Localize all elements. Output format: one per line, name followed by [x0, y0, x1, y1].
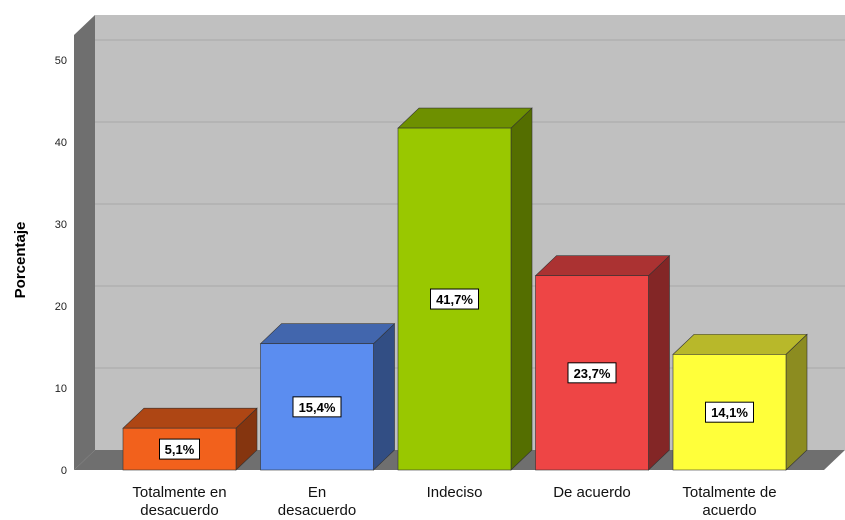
bar-top [672, 334, 808, 355]
bar-top [122, 407, 258, 429]
data-label-text: 23,7% [574, 366, 611, 381]
bar-side [785, 333, 808, 471]
data-label-box [159, 438, 200, 460]
data-label-text: 5,1% [165, 442, 195, 457]
bar-side [373, 323, 395, 471]
y-axis-ticks: 0 10 20 30 40 50 [55, 55, 67, 477]
x-tick-label: desacuerdo [278, 502, 356, 519]
x-tick-label: acuerdo [702, 502, 756, 519]
bar: 15,4% [259, 323, 396, 471]
x-tick-label: desacuerdo [140, 502, 218, 519]
data-label-text: 14,1% [711, 405, 748, 420]
data-label-text: 41,7% [436, 292, 473, 307]
y-tick-label: 20 [55, 301, 67, 313]
y-axis-label: Porcentaje [12, 222, 29, 299]
y-tick-label: 40 [55, 137, 67, 149]
bar-side [510, 107, 533, 471]
x-tick-label: Totalmente en [132, 484, 226, 501]
data-label-text: 15,4% [299, 400, 336, 415]
left-wall [74, 15, 95, 470]
y-tick-label: 50 [55, 55, 67, 67]
data-label-box [567, 362, 617, 384]
x-tick-label: En [308, 484, 326, 501]
bar: 5,1% [122, 407, 258, 471]
bar: 41,7% [397, 107, 533, 471]
bar: 23,7% [534, 254, 671, 471]
data-label-box [292, 396, 342, 418]
data-label: 5,1% [159, 438, 200, 460]
bar-top [259, 323, 396, 345]
bar-top [534, 255, 671, 276]
y-tick-label: 10 [55, 383, 67, 395]
y-tick-label: 0 [61, 465, 67, 477]
bar: 14,1% [672, 333, 808, 471]
data-label: 41,7% [430, 288, 479, 310]
x-tick-label: Totalmente de [682, 484, 776, 501]
y-tick-label: 30 [55, 219, 67, 231]
bar-side [648, 254, 670, 471]
data-label-box [430, 288, 479, 310]
data-label: 23,7% [567, 362, 617, 384]
bar-top [397, 107, 533, 129]
x-tick-label: Indeciso [427, 484, 483, 501]
data-label: 15,4% [292, 396, 342, 418]
bars: 5,1% 15,4% 41,7% 23,7% 14,1% [122, 107, 808, 471]
category-labels: Totalmente endesacuerdoEndesacuerdoIndec… [132, 484, 776, 519]
data-label: 14,1% [705, 401, 754, 423]
data-label-box [705, 401, 754, 423]
x-tick-label: De acuerdo [553, 484, 631, 501]
